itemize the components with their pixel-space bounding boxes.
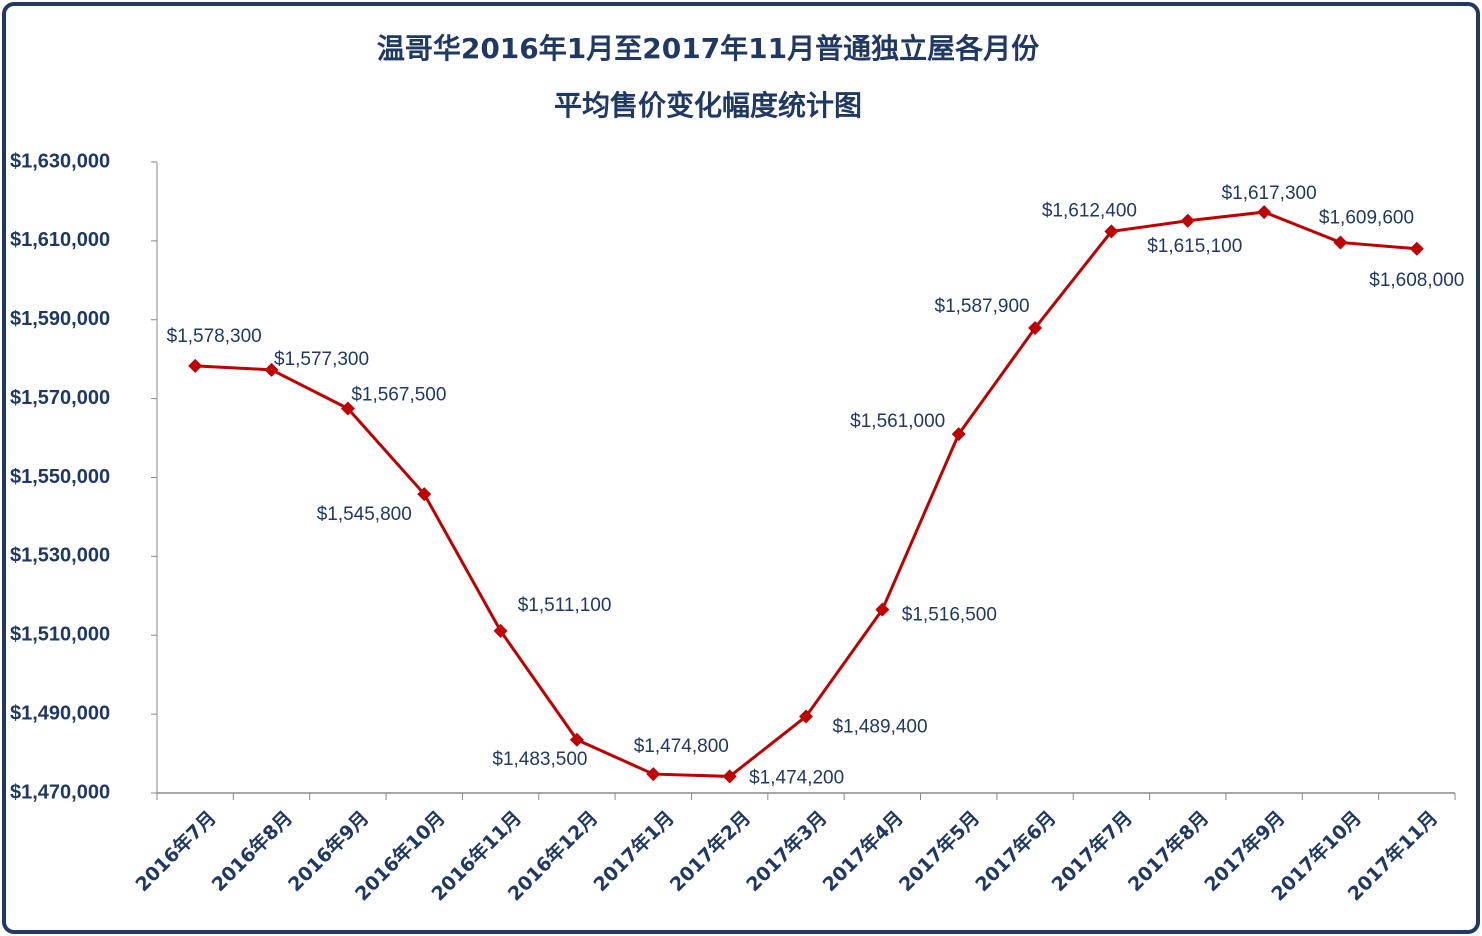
- data-label: $1,561,000: [850, 411, 945, 432]
- y-tick-label: $1,530,000: [10, 545, 110, 567]
- y-tick-label: $1,570,000: [10, 387, 110, 409]
- data-point: [1104, 224, 1119, 239]
- data-label: $1,489,400: [832, 717, 927, 738]
- data-point: [1180, 213, 1195, 228]
- data-label: $1,608,000: [1369, 270, 1464, 291]
- data-point: [340, 401, 355, 416]
- data-label: $1,615,100: [1147, 236, 1242, 257]
- data-label: $1,483,500: [492, 749, 587, 770]
- chart-title: 平均售价变化幅度统计图: [554, 89, 862, 122]
- data-point: [951, 427, 966, 442]
- data-label: $1,516,500: [902, 605, 997, 626]
- data-point: [1333, 235, 1348, 250]
- y-tick-label: $1,630,000: [10, 150, 110, 172]
- data-point: [646, 767, 661, 782]
- data-point: [722, 769, 737, 784]
- y-tick-label: $1,510,000: [10, 624, 110, 646]
- data-point: [1257, 205, 1272, 220]
- y-tick-label: $1,610,000: [10, 229, 110, 251]
- data-point: [493, 623, 508, 638]
- data-label: $1,617,300: [1222, 183, 1317, 204]
- data-label: $1,511,100: [518, 595, 612, 616]
- data-label: $1,474,800: [634, 736, 729, 757]
- chart-title: 温哥华2016年1月至2017年11月普通独立屋各月份: [377, 32, 1039, 65]
- data-point: [264, 362, 279, 377]
- data-label: $1,545,800: [317, 504, 412, 525]
- data-point: [875, 602, 890, 617]
- data-point: [799, 709, 813, 724]
- data-point: [569, 732, 584, 747]
- data-label: $1,577,300: [274, 349, 369, 370]
- data-label: $1,474,200: [749, 767, 844, 788]
- data-point: [1409, 241, 1424, 256]
- data-label: $1,578,300: [167, 326, 262, 347]
- y-tick-label: $1,590,000: [10, 308, 110, 330]
- y-tick-label: $1,550,000: [10, 466, 110, 488]
- y-tick-label: $1,470,000: [10, 781, 110, 803]
- data-label: $1,609,600: [1319, 207, 1414, 228]
- data-point: [417, 487, 432, 502]
- data-label: $1,567,500: [351, 385, 446, 406]
- data-label: $1,587,900: [935, 296, 1030, 317]
- data-point: [1028, 321, 1043, 336]
- data-label: $1,612,400: [1042, 200, 1137, 221]
- data-point: [188, 358, 203, 373]
- y-tick-label: $1,490,000: [10, 702, 110, 724]
